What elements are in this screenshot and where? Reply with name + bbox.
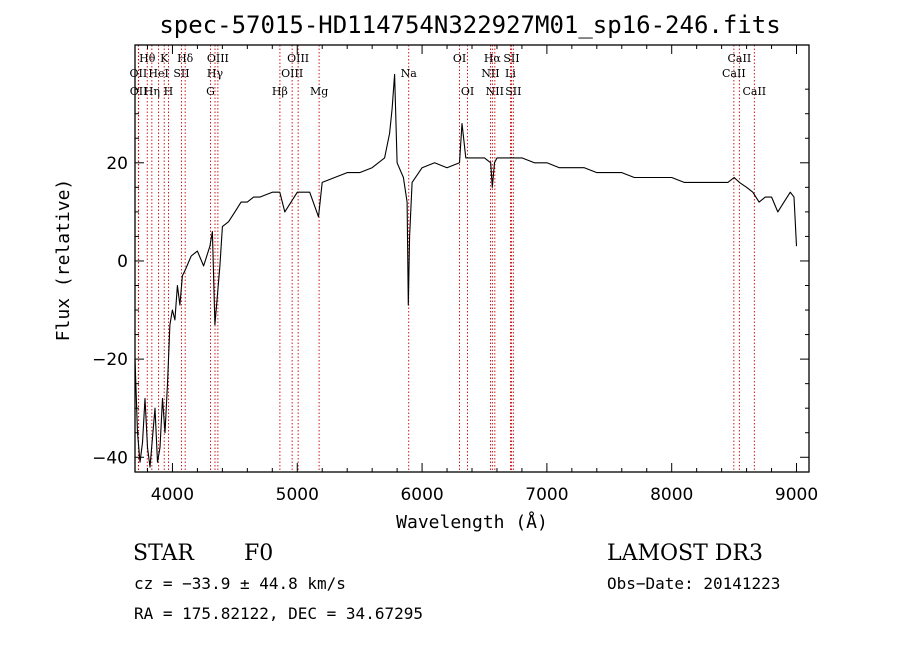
marker-label-hβ: Hβ [272, 85, 288, 98]
marker-label-hη: Hη [144, 85, 160, 98]
marker-label-nii: NII [481, 67, 499, 80]
marker-label-sii: SII [505, 85, 521, 98]
marker-label-caii: CaII [722, 67, 746, 80]
y-tick-label: 0 [117, 252, 128, 272]
spectrum-series-line [134, 73, 798, 468]
marker-label-k: K [160, 52, 169, 65]
x-tick-label: 4000 [151, 485, 194, 505]
survey-name: LAMOST DR3 [607, 541, 763, 566]
marker-label-na: Na [401, 67, 418, 80]
x-tick-label: 6000 [400, 485, 443, 505]
object-subclass: F0 [244, 541, 273, 566]
redshift-text: cz = −33.9 ± 44.8 km/s [134, 574, 346, 593]
marker-label-caii: CaII [742, 85, 766, 98]
y-tick-label: −40 [92, 448, 128, 468]
marker-label-oi: OI [461, 85, 474, 98]
marker-label-oii: OII [130, 67, 148, 80]
chart-title: spec-57015-HD114754N322927M01_sp16-246.f… [159, 11, 780, 39]
marker-label-oiii: OIII [207, 52, 229, 65]
y-axis-ticks: −40 −20 0 20 [92, 88, 809, 468]
x-axis-ticks: 4000 5000 6000 7000 8000 9000 [146, 45, 818, 505]
marker-label-sii: SII [503, 52, 519, 65]
marker-label-mg: Mg [310, 85, 328, 98]
marker-label-caii: CaII [728, 52, 752, 65]
observation-date: Obs−Date: 20141223 [607, 574, 780, 593]
marker-label-h: H [164, 85, 174, 98]
marker-label-oi: OI [453, 52, 466, 65]
marker-label-hα: Hα [484, 52, 502, 65]
coordinates-text: RA = 175.82122, DEC = 34.67295 [134, 604, 423, 623]
x-tick-label: 8000 [650, 485, 693, 505]
marker-label-hγ: Hγ [207, 67, 224, 80]
marker-label-li: Li [505, 67, 516, 80]
emission-line-markers [137, 45, 755, 472]
marker-label-g: G [206, 85, 215, 98]
object-class: STAR [133, 541, 195, 566]
x-axis-label: Wavelength (Å) [396, 511, 548, 533]
x-tick-label: 7000 [525, 485, 568, 505]
y-axis-label: Flux (relative) [53, 179, 74, 342]
marker-label-nii: NII [486, 85, 504, 98]
marker-label-hθ: Hθ [139, 52, 156, 65]
marker-label-hei: HeI [148, 67, 168, 80]
x-tick-label: 5000 [276, 485, 319, 505]
plot-frame [134, 44, 810, 473]
y-tick-label: −20 [92, 350, 128, 370]
marker-label-sii: SII [173, 67, 189, 80]
marker-label-oiii: OIII [287, 52, 309, 65]
marker-label-hδ: Hδ [177, 52, 194, 65]
y-tick-label: 20 [106, 154, 128, 174]
x-tick-label: 9000 [775, 485, 818, 505]
marker-label-oiii: OIII [281, 67, 303, 80]
marker-label-oii: OII [130, 85, 148, 98]
